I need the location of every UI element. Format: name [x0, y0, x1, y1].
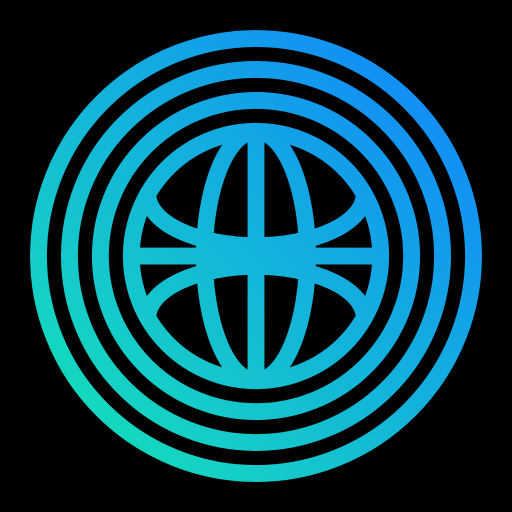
globe-rings-icon [16, 16, 496, 496]
